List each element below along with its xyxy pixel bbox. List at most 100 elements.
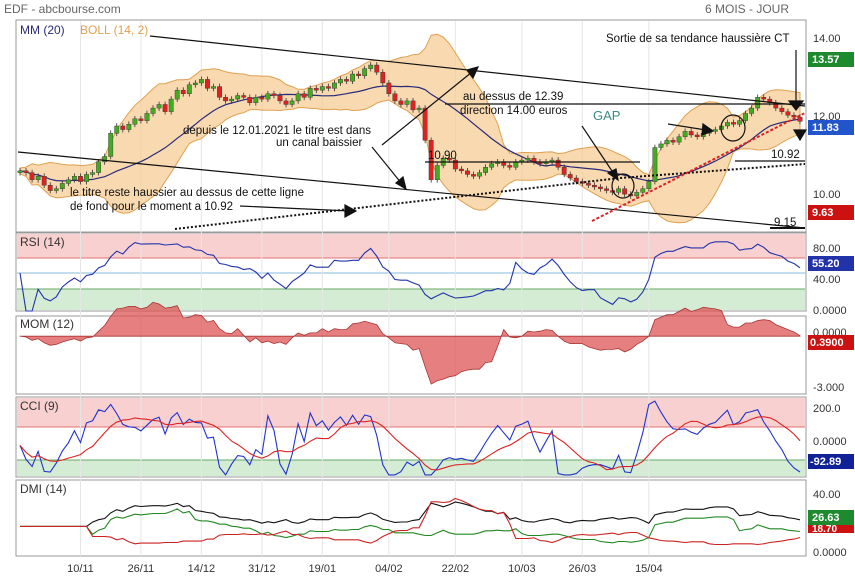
trend-lines — [17, 35, 806, 230]
candle-body — [356, 73, 362, 76]
candle-body — [743, 113, 748, 121]
level-label-1090: 10.90 — [428, 150, 457, 162]
rsi-ytick-80: 80.00 — [813, 243, 841, 255]
ytick-14: 14.00 — [813, 33, 841, 45]
dmi-lines — [20, 497, 801, 546]
candle-body — [525, 158, 531, 161]
candle-body — [53, 188, 59, 191]
annotation-au-dessus-1: au dessus de 12.39 — [463, 91, 563, 103]
cci-series — [19, 400, 801, 476]
annotation-arrows — [239, 50, 808, 219]
candle-body — [664, 140, 670, 145]
candle-body — [362, 68, 368, 76]
cci-oversold-zone — [17, 460, 805, 476]
candle-body — [144, 113, 150, 121]
candle-body — [374, 64, 380, 73]
ytick-10: 10.00 — [813, 189, 841, 201]
candle-body — [404, 100, 410, 105]
candle-body — [749, 107, 755, 114]
candle-body — [162, 104, 168, 112]
candle-body — [725, 122, 730, 127]
level-label-1092: 10.92 — [771, 149, 800, 161]
candle-body — [338, 79, 343, 84]
badge-mom: 0.3900 — [810, 337, 844, 349]
candle-body — [132, 118, 138, 125]
price-badges: 13.57 11.83 9.63 55.20 0.3900 -92.89 26.… — [808, 52, 854, 535]
x-tick-label: 10/03 — [508, 563, 536, 575]
candle-body — [416, 107, 422, 111]
candle-body — [47, 184, 53, 191]
candle-body — [737, 120, 742, 125]
candle-body — [78, 176, 83, 182]
candle-body — [174, 89, 180, 100]
candle-body — [422, 107, 428, 141]
candle-body — [84, 174, 89, 182]
candle-body — [223, 97, 228, 102]
candle-body — [785, 111, 791, 116]
cci-panel-frame — [15, 396, 807, 478]
candle-body — [235, 95, 241, 100]
candlesticks — [17, 62, 803, 199]
candle-body — [797, 116, 803, 122]
candle-body — [198, 79, 204, 84]
candle-body — [253, 97, 259, 103]
rsi-oversold-zone — [17, 289, 805, 310]
cci-ytick-200: 200.0 — [813, 403, 841, 415]
annotation-depuis-1: depuis le 12.01.2021 le titre est dans — [183, 125, 371, 137]
candle-body — [622, 188, 628, 195]
candle-body — [585, 183, 591, 186]
candle-body — [676, 136, 682, 143]
annotation-gap: GAP — [593, 108, 620, 123]
candle-body — [483, 167, 488, 173]
candle-body — [694, 134, 700, 137]
rsi-ytick-40: 40.00 — [813, 274, 841, 286]
mm20-line — [19, 85, 801, 182]
top-circle — [720, 114, 746, 142]
candle-body — [126, 124, 132, 130]
candle-body — [731, 122, 736, 125]
candle-body — [138, 118, 144, 121]
candle-body — [392, 93, 398, 102]
candle-body — [319, 86, 325, 91]
candle-body — [592, 184, 597, 188]
candle-body — [561, 167, 567, 175]
candle-body — [301, 93, 307, 98]
level-label-915: 9.15 — [774, 217, 796, 229]
candle-body — [307, 88, 313, 98]
candle-body — [229, 98, 235, 102]
badge-rsi: 55.20 — [812, 258, 840, 270]
badge-low: 9.63 — [812, 207, 833, 219]
candle-body — [368, 64, 374, 69]
candle-body — [682, 131, 688, 137]
x-tick-label: 31/12 — [248, 563, 276, 575]
candle-body — [120, 125, 126, 130]
annotation-sortie: Sortie de sa tendance haussière CT — [606, 33, 789, 45]
candle-body — [313, 88, 319, 91]
momentum-series — [19, 301, 801, 385]
badge-last: 11.83 — [812, 122, 839, 134]
candle-body — [652, 147, 658, 182]
dmi-plus-series — [20, 508, 801, 544]
candle-body — [688, 131, 694, 136]
candle-body — [386, 82, 392, 94]
candle-body — [573, 177, 579, 182]
candle-body — [779, 107, 785, 112]
mom-title: MOM (12) — [20, 317, 74, 331]
candle-body — [344, 79, 349, 82]
candle-body — [398, 100, 404, 105]
channel-bottom-line — [17, 151, 806, 229]
candle-body — [23, 170, 29, 173]
candle-body — [180, 89, 186, 94]
cci-overbought-zone — [17, 398, 805, 427]
candle-body — [241, 95, 247, 98]
candle-body — [634, 192, 640, 197]
candle-body — [452, 159, 458, 170]
x-tick-label: 26/03 — [569, 563, 597, 575]
support-line-dotted — [174, 163, 806, 230]
annotation-depuis-2: un canal baissier — [276, 137, 362, 149]
cci-signal-series — [19, 416, 801, 471]
candle-body — [168, 98, 174, 112]
cci-ytick-0: 0.0000 — [813, 436, 847, 448]
candle-body — [65, 179, 71, 184]
